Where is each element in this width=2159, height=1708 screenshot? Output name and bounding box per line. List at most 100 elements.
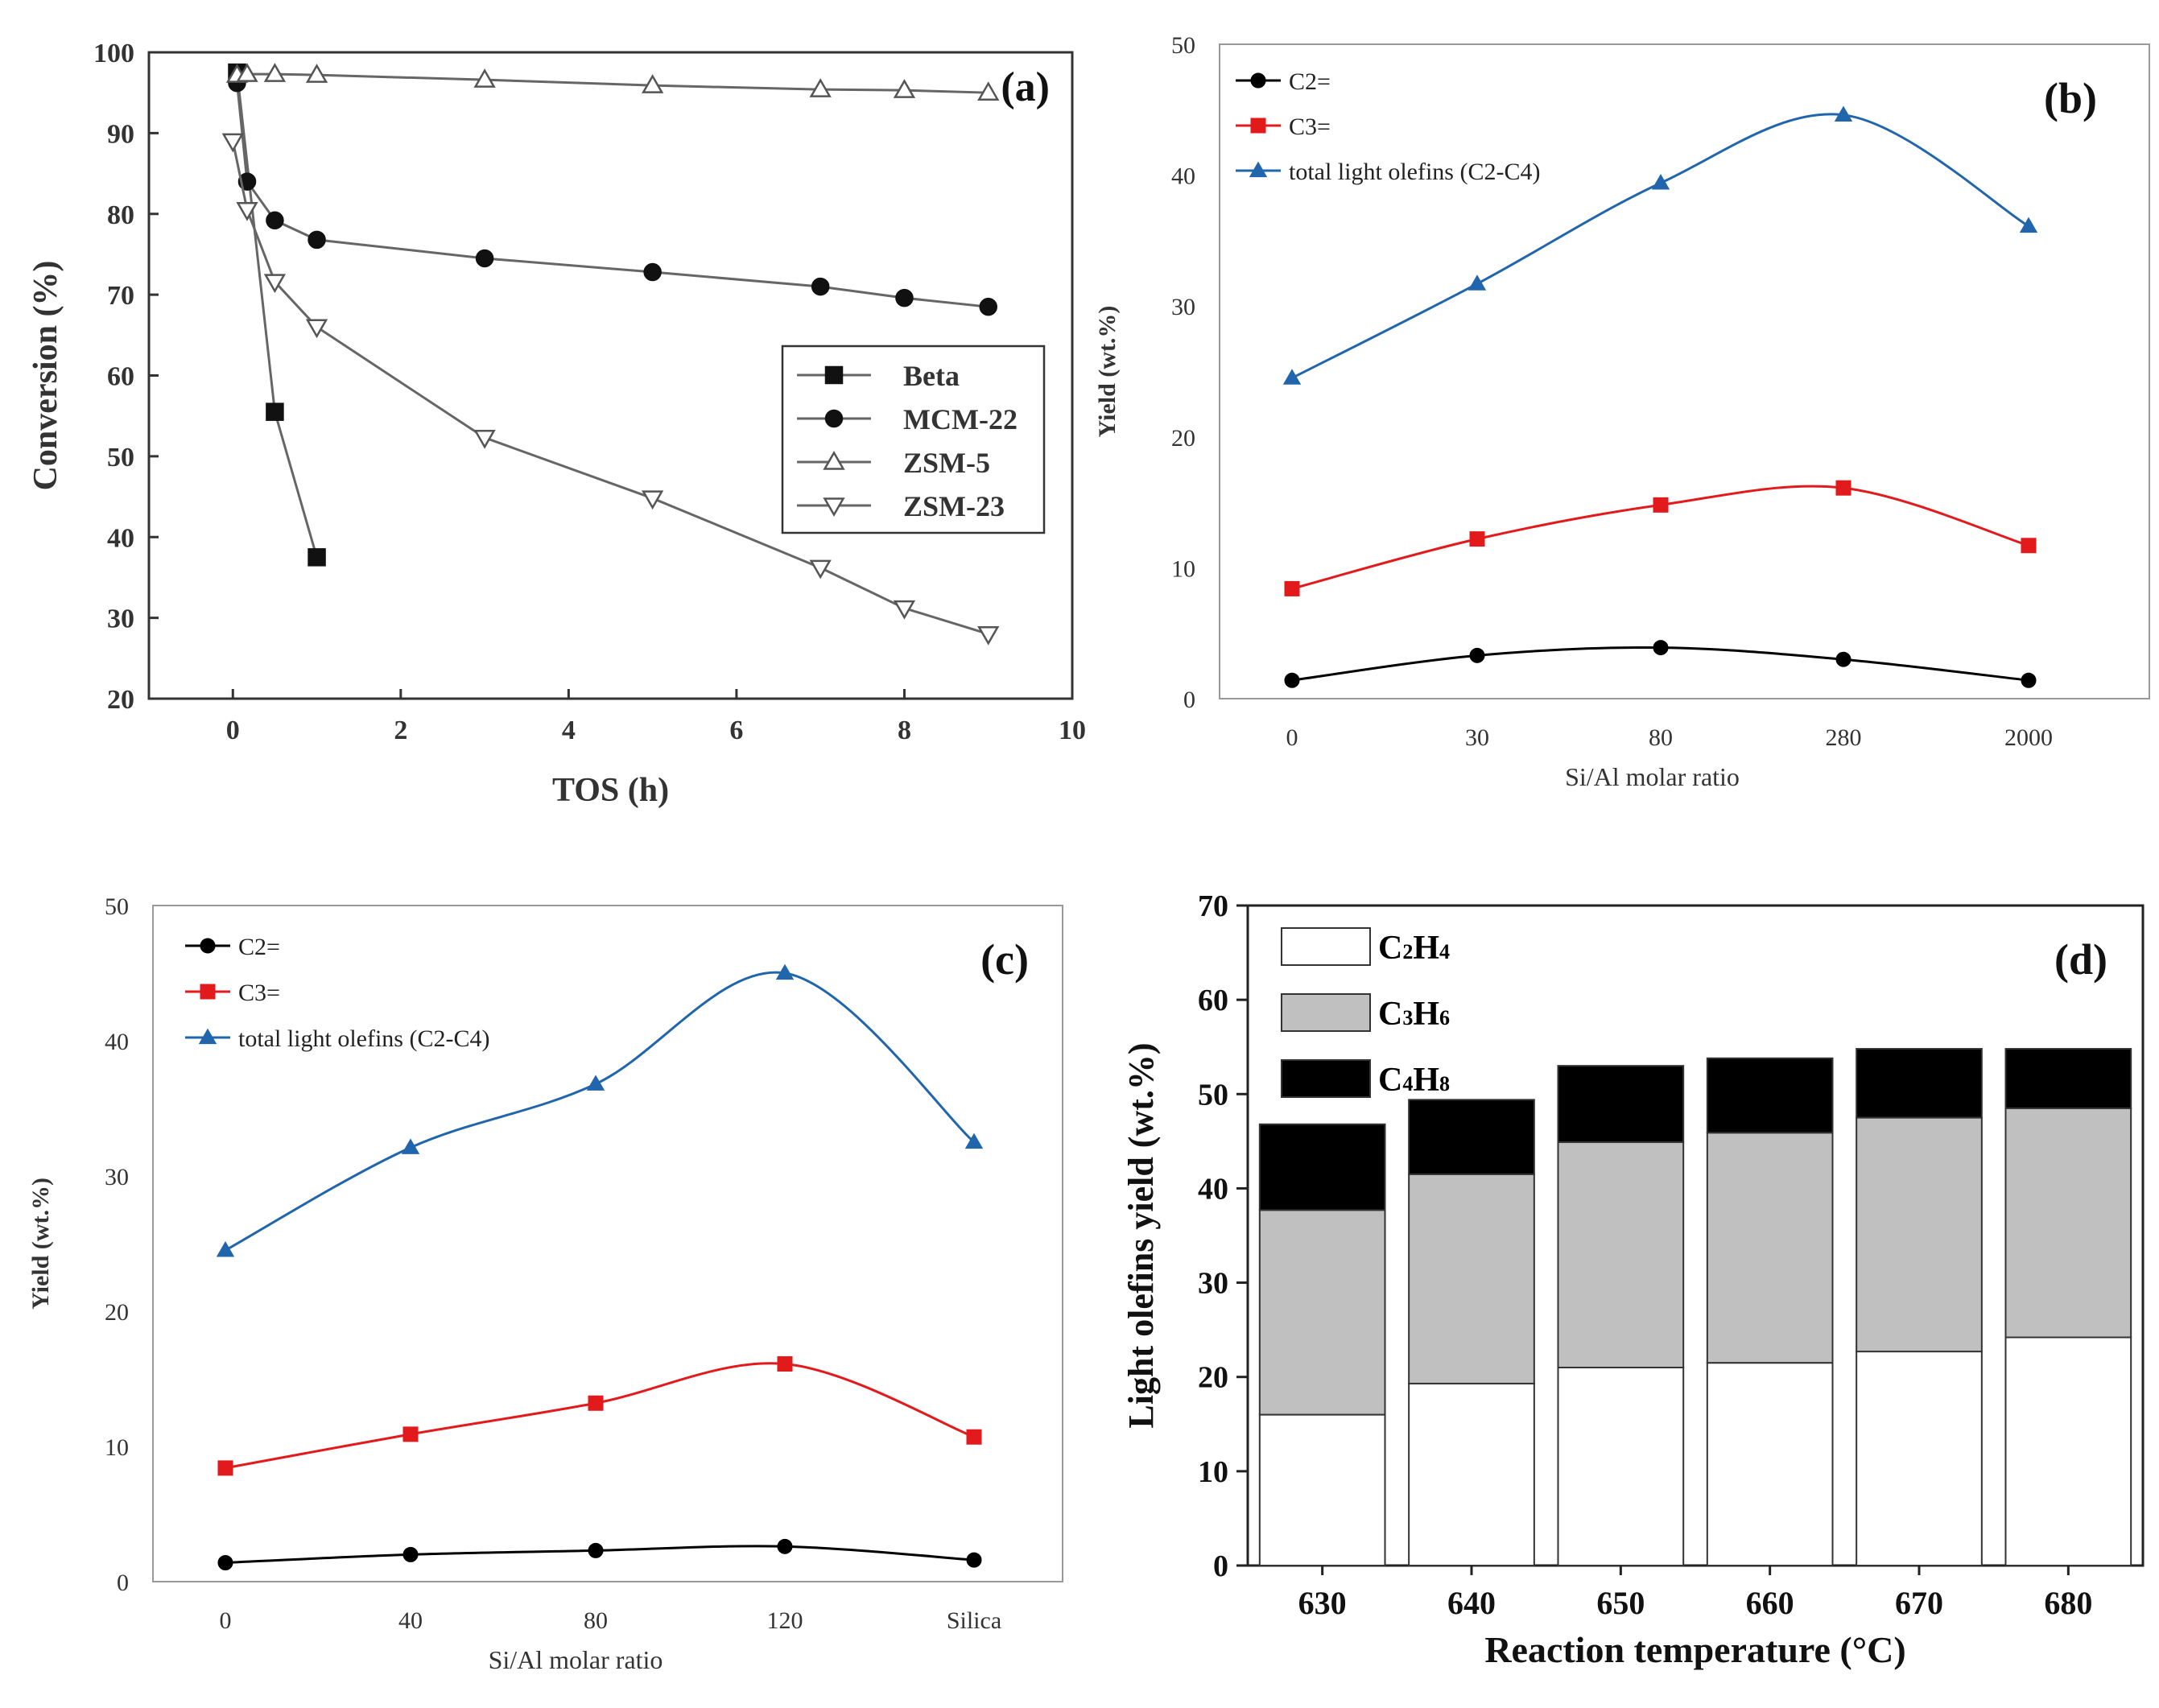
data-point xyxy=(473,430,496,449)
data-point xyxy=(893,79,916,98)
data-point xyxy=(977,81,1000,101)
legend-label: C3H6 xyxy=(1378,996,1450,1033)
y-tick-label: 60 xyxy=(107,362,134,392)
x-tick-label: 2 xyxy=(394,716,407,745)
legend-label: MCM-22 xyxy=(903,403,1018,435)
x-axis-label: TOS (h) xyxy=(552,772,669,809)
legend-label: C2= xyxy=(1289,68,1331,95)
data-point xyxy=(895,288,914,307)
data-point xyxy=(1834,105,1853,122)
x-tick-label: 30 xyxy=(1465,724,1489,751)
y-axis-label: Yield (wt.%) xyxy=(1094,306,1121,438)
legend-label: total light olefins (C2-C4) xyxy=(1289,159,1540,185)
bar-segment xyxy=(1258,1209,1386,1416)
bar-segment xyxy=(1557,1065,1685,1144)
data-point xyxy=(236,63,258,82)
x-tick-label: 680 xyxy=(2044,1585,2092,1621)
bar-segment xyxy=(2004,1336,2132,1566)
data-point xyxy=(263,63,287,82)
legend-marker xyxy=(198,1028,217,1045)
legend-marker xyxy=(823,497,845,518)
y-tick-label: 30 xyxy=(107,604,134,634)
x-tick-label: 660 xyxy=(1746,1585,1794,1621)
y-tick-label: 40 xyxy=(105,1029,129,1055)
data-point xyxy=(588,1542,604,1558)
bar-segment xyxy=(1408,1173,1535,1384)
data-point xyxy=(775,963,795,980)
plot-frame xyxy=(1219,43,2150,699)
data-point xyxy=(588,1395,604,1411)
panel-label: (b) xyxy=(2044,74,2097,122)
data-point xyxy=(1284,580,1300,596)
y-tick-label: 30 xyxy=(1198,1267,1228,1301)
panel-label: (c) xyxy=(980,935,1029,984)
panel-d: 0 10 20 30 40 50 60 70 630 640 650 660 670 680 Reactio… xyxy=(1121,889,2145,1670)
y-tick-label: 20 xyxy=(1171,425,1195,452)
y-tick-label: 0 xyxy=(1183,687,1195,713)
data-point xyxy=(236,201,258,221)
legend-label: C2= xyxy=(238,934,280,960)
data-point xyxy=(809,559,832,580)
data-point xyxy=(305,319,328,339)
legend-marker xyxy=(1249,161,1268,178)
x-tick-label: 6 xyxy=(729,716,743,745)
data-point xyxy=(777,1538,793,1554)
legend-swatch xyxy=(1281,927,1371,966)
legend-label: C3= xyxy=(238,980,280,1006)
x-tick-label: 0 xyxy=(220,1607,232,1634)
data-point xyxy=(1468,274,1487,291)
y-tick-label: 100 xyxy=(93,39,134,68)
y-tick-label: 50 xyxy=(1198,1078,1228,1112)
data-point xyxy=(893,600,916,620)
y-tick-label: 30 xyxy=(105,1164,129,1190)
data-point xyxy=(402,1426,419,1442)
panel-label: (a) xyxy=(1001,64,1050,110)
bar-segment xyxy=(1557,1367,1685,1566)
legend-marker xyxy=(200,938,216,954)
data-point xyxy=(1835,651,1851,667)
bar-segment xyxy=(1706,1362,1834,1566)
panel-a: 0 2 4 6 8 10 20 30 40 50 60 70 80 90 100 TOS (h) Convers… xyxy=(27,39,1086,809)
bar-segment xyxy=(2004,1107,2132,1339)
y-axis-label: Yield (wt.%) xyxy=(27,1178,54,1310)
y-axis-label: Light olefins yield (wt.%) xyxy=(1121,1042,1161,1428)
legend-label: C3= xyxy=(1289,113,1331,140)
y-tick-label: 70 xyxy=(107,281,134,311)
bar-segment xyxy=(1706,1057,1834,1134)
legend-marker xyxy=(200,984,216,1000)
y-tick-label: 40 xyxy=(1171,163,1195,190)
data-point xyxy=(811,277,830,296)
plot-frame xyxy=(1246,904,2145,1567)
bar-segment xyxy=(1557,1141,1685,1368)
data-point xyxy=(308,230,326,250)
data-point xyxy=(1282,369,1302,385)
data-point xyxy=(1653,640,1669,656)
y-tick-label: 10 xyxy=(105,1434,129,1461)
data-point xyxy=(809,78,832,97)
legend-label: Beta xyxy=(903,360,960,392)
legend-marker xyxy=(824,409,844,428)
series-line xyxy=(225,971,976,1252)
data-point xyxy=(1469,531,1485,547)
data-point xyxy=(266,211,284,230)
legend-marker xyxy=(824,365,844,385)
bar-segment xyxy=(1706,1132,1834,1364)
y-tick-label: 50 xyxy=(105,893,129,920)
data-point xyxy=(641,490,664,510)
data-point xyxy=(2021,538,2037,554)
x-tick-label: 670 xyxy=(1895,1585,1943,1621)
y-tick-label: 40 xyxy=(107,523,134,553)
y-axis-label: Conversion (%) xyxy=(27,261,64,491)
x-tick-label: 40 xyxy=(398,1607,423,1634)
legend-swatch xyxy=(1281,1059,1371,1098)
data-point xyxy=(586,1075,605,1091)
x-tick-label: 10 xyxy=(1059,716,1086,745)
y-tick-label: 90 xyxy=(107,119,134,149)
data-point xyxy=(2021,672,2037,688)
y-tick-label: 20 xyxy=(1198,1361,1228,1395)
series-line xyxy=(1291,113,2029,379)
bar-segment xyxy=(2004,1048,2132,1109)
x-axis-label: Si/Al molar ratio xyxy=(489,1645,663,1674)
data-point xyxy=(966,1552,982,1568)
